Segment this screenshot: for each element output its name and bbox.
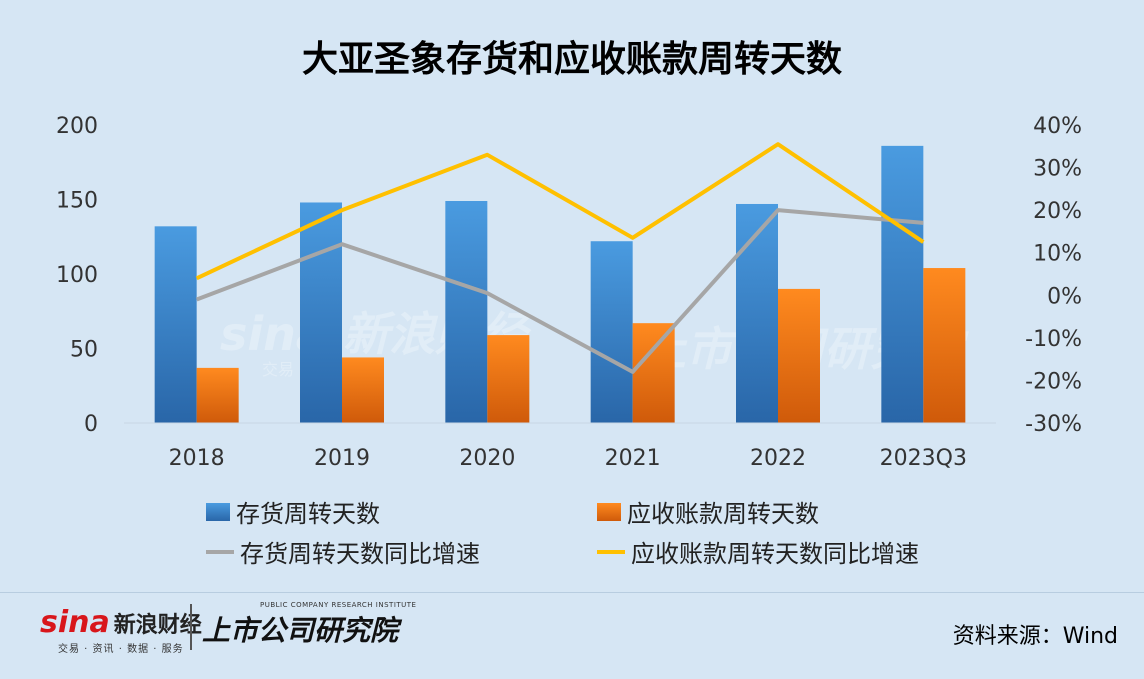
right-axis-tick: 30% [1033,157,1082,182]
research-institute-logo: PUBLIC COMPANY RESEARCH INSTITUTE 上市公司研究… [202,601,416,649]
sina-brand-sub: 交易 · 资讯 · 数据 · 服务 [58,644,184,655]
legend-label-receivable-growth: 应收账款周转天数同比增速 [631,540,919,568]
sina-brand-cn: 新浪财经 [113,613,202,638]
x-axis-label: 2021 [605,446,661,471]
x-axis-label: 2022 [750,446,806,471]
left-axis-tick: 150 [56,189,98,214]
legend-line-yellow [597,549,625,554]
right-axis-tick: -20% [1025,369,1082,394]
legend-item-inventory: 存货周转天数 [206,494,380,529]
left-axis-tick: 100 [56,263,98,288]
left-axis-tick: 200 [56,114,98,139]
research-sub-text: PUBLIC COMPANY RESEARCH INSTITUTE [260,601,417,609]
legend-item-receivable: 应收账款周转天数 [597,494,819,529]
legend-item-receivable-growth: 应收账款周转天数同比增速 [597,534,919,569]
chart-title: 大亚圣象存货和应收账款周转天数 [301,39,842,80]
inventory-growth-line [195,208,924,374]
logo-divider [190,604,192,650]
inventory-bar [300,202,342,423]
right-axis-tick: -30% [1025,412,1082,437]
receivable-bar [196,367,239,423]
x-axis-label: 2020 [459,446,515,471]
right-axis-tick: 10% [1033,242,1082,267]
right-axis-tick: 0% [1047,284,1082,309]
data-source: 资料来源：Wind [952,624,1118,649]
receivable-bar [487,335,530,423]
legend-label-inventory-growth: 存货周转天数同比增速 [240,540,480,568]
inventory-bar [445,200,488,423]
receivable-bar [778,288,820,423]
research-name-text: 上市公司研究院 [202,614,399,647]
legend-item-inventory-growth: 存货周转天数同比增速 [206,534,480,569]
inventory-bar [590,241,633,423]
receivable-bar [632,323,675,423]
inventory-bar [736,203,778,423]
legend-swatch-orange [597,502,621,521]
left-axis-tick: 0 [84,412,98,437]
receivable-bar [342,357,384,423]
left-axis-tick: 50 [70,338,98,363]
receivable-bar [923,268,966,423]
legend-line-gray [206,549,234,554]
x-axis-label: 2019 [314,446,370,471]
inventory-bar [881,145,924,424]
legend-swatch-blue [206,502,230,521]
sina-finance-logo: sina 新浪财经 交易 · 资讯 · 数据 · 服务 [40,605,202,655]
right-axis-tick: 40% [1033,114,1082,139]
legend-label-receivable: 应收账款周转天数 [627,500,819,528]
inventory-bar [154,226,197,423]
sina-brand-text: sina [40,605,110,640]
legend-label-inventory: 存货周转天数 [236,500,380,528]
x-axis-label: 2023Q3 [880,446,967,471]
right-axis-tick: 20% [1033,199,1082,224]
x-axis-label: 2018 [169,446,225,471]
right-axis-tick: -10% [1025,327,1082,352]
footer-divider [0,592,1144,593]
receivable-growth-line [195,142,925,281]
